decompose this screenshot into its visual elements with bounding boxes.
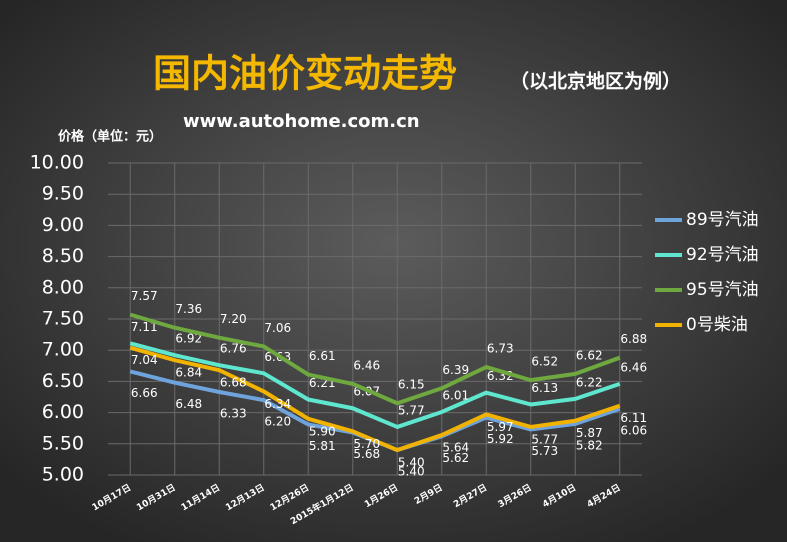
y-tick-label: 9.50 [42,183,84,205]
data-label: 5.40 [398,465,425,479]
y-tick-label: 8.50 [42,245,84,267]
data-label: 7.11 [131,320,158,334]
data-label: 6.46 [620,360,647,374]
y-tick-label: 5.00 [42,464,84,486]
legend-label: 89号汽油 [686,210,759,230]
data-label: 6.73 [487,342,514,356]
y-tick-label: 6.00 [42,401,84,423]
series-line [129,345,621,453]
data-label: 6.34 [264,397,291,411]
data-label: 6.68 [220,376,247,390]
data-label: 7.57 [131,289,158,303]
legend-label: 95号汽油 [686,280,759,300]
data-label: 6.92 [175,332,202,346]
data-label: 7.04 [131,353,158,367]
data-label: 6.76 [220,342,247,356]
data-label: 5.62 [442,451,469,465]
data-label: 6.52 [531,355,558,369]
chart-title: 国内油价变动走势 [153,52,457,96]
y-tick-label: 7.50 [42,308,84,330]
data-label: 5.82 [576,438,603,452]
data-label: 5.90 [309,424,336,438]
data-label: 6.66 [131,386,158,400]
legend-label: 0号柴油 [686,315,748,335]
data-label: 6.20 [264,415,291,429]
data-label: 7.20 [220,312,247,326]
data-label: 5.97 [487,420,514,434]
y-axis-label: 价格（单位：元） [58,129,162,145]
data-label: 6.62 [576,348,603,362]
data-label: 5.64 [442,441,469,455]
data-label: 7.36 [175,302,202,316]
data-label: 6.61 [309,349,336,363]
data-label: 5.70 [353,437,380,451]
data-label: 6.22 [576,375,603,389]
data-label: 5.68 [353,447,380,461]
legend-label: 92号汽油 [686,245,759,265]
data-label: 5.77 [398,403,425,417]
data-label: 6.01 [442,388,469,402]
data-label: 6.46 [353,358,380,372]
y-tick-label: 7.00 [42,339,84,361]
series-line [129,312,621,406]
y-tick-label: 8.00 [42,276,84,298]
source: www.autohome.com.cn [183,111,420,132]
data-label: 6.33 [220,407,247,421]
data-label: 5.73 [531,444,558,458]
data-label: 6.06 [620,423,647,437]
series-line [129,341,621,429]
data-label: 5.81 [309,439,336,453]
data-label: 6.84 [175,366,202,380]
data-label: 6.13 [531,381,558,395]
data-label: 6.39 [442,363,469,377]
y-tick-label: 10.00 [30,152,84,174]
data-label: 5.40 [398,456,425,470]
data-label: 5.87 [576,426,603,440]
data-label: 5.92 [487,432,514,446]
data-label: 6.15 [398,378,425,392]
y-tick-label: 6.50 [42,370,84,392]
data-label: 6.88 [620,332,647,346]
y-tick-label: 9.00 [42,214,84,236]
y-tick-label: 5.50 [42,432,84,454]
data-label: 6.11 [620,411,647,425]
data-label: 5.77 [531,432,558,446]
data-label: 7.06 [264,321,291,335]
chart-subtitle: （以北京地区为例） [510,70,681,93]
data-label: 6.48 [175,397,202,411]
